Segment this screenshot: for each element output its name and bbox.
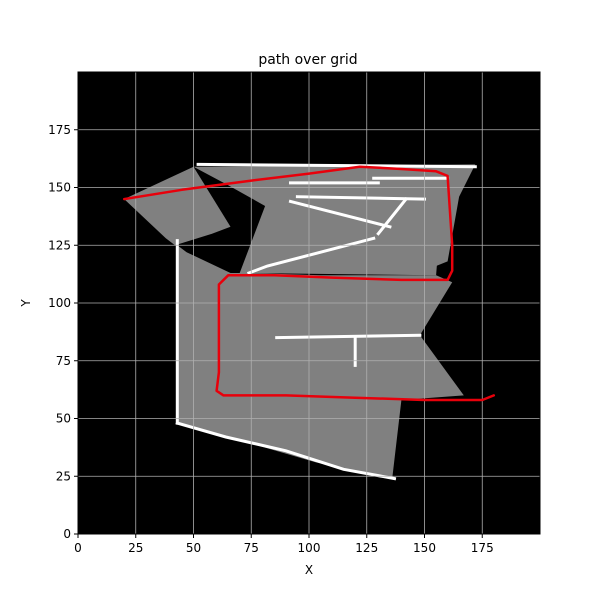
y-axis-label: Y xyxy=(19,299,33,308)
x-axis-ticks: 0 25 50 75 100 125 150 175 xyxy=(74,534,494,555)
occupancy-grid xyxy=(124,162,477,481)
y-tick-label: 150 xyxy=(48,181,71,195)
x-tick-label: 75 xyxy=(244,541,259,555)
y-axis-ticks: 0 25 50 75 100 125 150 175 xyxy=(48,123,78,541)
x-tick-label: 25 xyxy=(128,541,143,555)
wall-9 xyxy=(288,199,392,229)
free-region-4 xyxy=(177,245,464,479)
wall-11 xyxy=(376,196,409,236)
y-tick-label: 100 xyxy=(48,296,71,310)
y-tick-label: 0 xyxy=(63,527,71,541)
path-line xyxy=(122,165,496,402)
x-tick-label: 0 xyxy=(74,541,82,555)
wall-5 xyxy=(275,333,422,340)
y-tick-label: 75 xyxy=(56,354,71,368)
x-tick-label: 125 xyxy=(355,541,378,555)
y-tick-label: 175 xyxy=(48,123,71,137)
y-tick-label: 25 xyxy=(56,469,71,483)
y-tick-label: 125 xyxy=(48,238,71,252)
x-axis-label: X xyxy=(305,563,313,577)
x-tick-label: 150 xyxy=(413,541,436,555)
plot-area xyxy=(77,71,541,535)
wall-2 xyxy=(175,421,397,481)
free-region-2 xyxy=(193,164,476,276)
free-region-3 xyxy=(436,164,476,266)
x-tick-label: 50 xyxy=(186,541,201,555)
x-tick-label: 100 xyxy=(298,541,321,555)
chart-title: path over grid xyxy=(258,52,357,68)
path-series xyxy=(122,165,496,402)
wall-3 xyxy=(196,162,477,169)
y-tick-label: 50 xyxy=(56,412,71,426)
wall-8 xyxy=(295,195,427,201)
x-tick-label: 175 xyxy=(471,541,494,555)
